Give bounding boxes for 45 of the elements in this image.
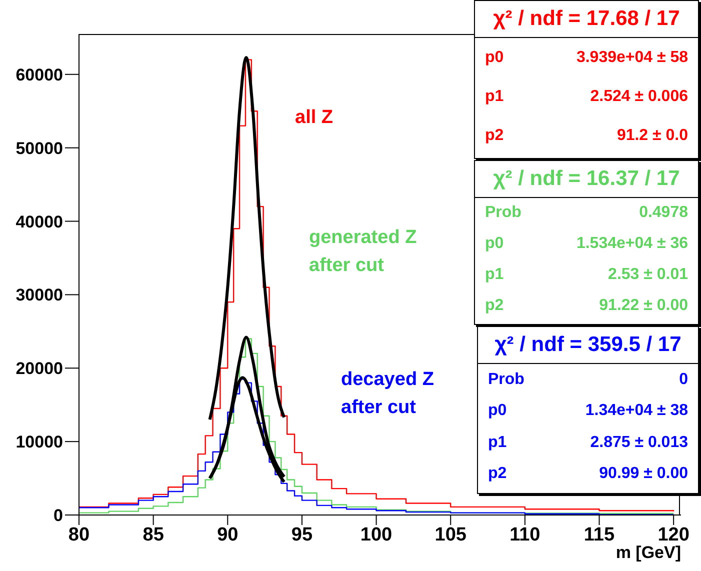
- annotation: 2.875 ± 0.013: [590, 434, 688, 452]
- annotation: 1.34e+04 ± 38: [585, 402, 688, 420]
- annotation: p0: [485, 235, 504, 254]
- x-tick-label: 95: [291, 524, 313, 546]
- x-tick-label: 115: [584, 524, 616, 546]
- annotation: Prob: [488, 370, 524, 389]
- annotation: 2.53 ± 0.01: [608, 266, 688, 284]
- annotation: p2: [485, 126, 504, 144]
- annotation: p0: [488, 402, 507, 420]
- x-tick-label: 120: [658, 524, 690, 546]
- x-tick-label: 110: [510, 524, 540, 546]
- annotation: 2.524 ± 0.006: [590, 88, 688, 106]
- series-label: all Z: [295, 106, 334, 130]
- y-tick-label: 50000: [16, 138, 63, 158]
- y-tick-label: 20000: [16, 359, 63, 378]
- text: decayed Z after cut: [341, 368, 435, 420]
- annotation: χ² / ndf = 16.37 / 17: [475, 161, 698, 198]
- x-tick-label: 90: [217, 524, 238, 546]
- x-axis-title: m [GeV]: [616, 543, 681, 563]
- x-tick-label: 105: [434, 524, 467, 546]
- text: χ² / ndf = 17.68 / 17: [475, 1, 698, 38]
- annotation: χ² / ndf = 359.5 / 17: [478, 327, 698, 364]
- annotation: 0.4978: [639, 204, 688, 222]
- annotation: 3.939e+04 ± 58: [576, 48, 688, 66]
- y-tick-label: 10000: [16, 432, 63, 452]
- y-tick-label: 0: [54, 506, 63, 526]
- annotation: Prob: [485, 204, 522, 222]
- annotation: 1.534e+04 ± 36: [576, 235, 688, 254]
- text: generated Z after cut: [309, 226, 418, 278]
- annotation: 0: [679, 370, 688, 389]
- y-tick-label: 40000: [16, 212, 63, 232]
- x-tick-label: 100: [360, 524, 392, 546]
- annotation: 91.2 ± 0.0: [616, 126, 688, 144]
- y-tick-label: 30000: [16, 286, 63, 305]
- annotation: 91.22 ± 0.00: [599, 296, 688, 315]
- y-tick-label: 60000: [16, 65, 63, 84]
- annotation: p1: [485, 88, 504, 106]
- annotation: 90.99 ± 0.00: [599, 465, 688, 484]
- annotation: p2: [488, 465, 507, 484]
- annotation: p0: [485, 48, 504, 66]
- x-tick-label: 80: [68, 524, 90, 546]
- annotation: p2: [485, 296, 504, 315]
- annotation: p1: [488, 434, 507, 452]
- x-tick-label: 85: [142, 524, 164, 546]
- annotation: p1: [485, 266, 504, 284]
